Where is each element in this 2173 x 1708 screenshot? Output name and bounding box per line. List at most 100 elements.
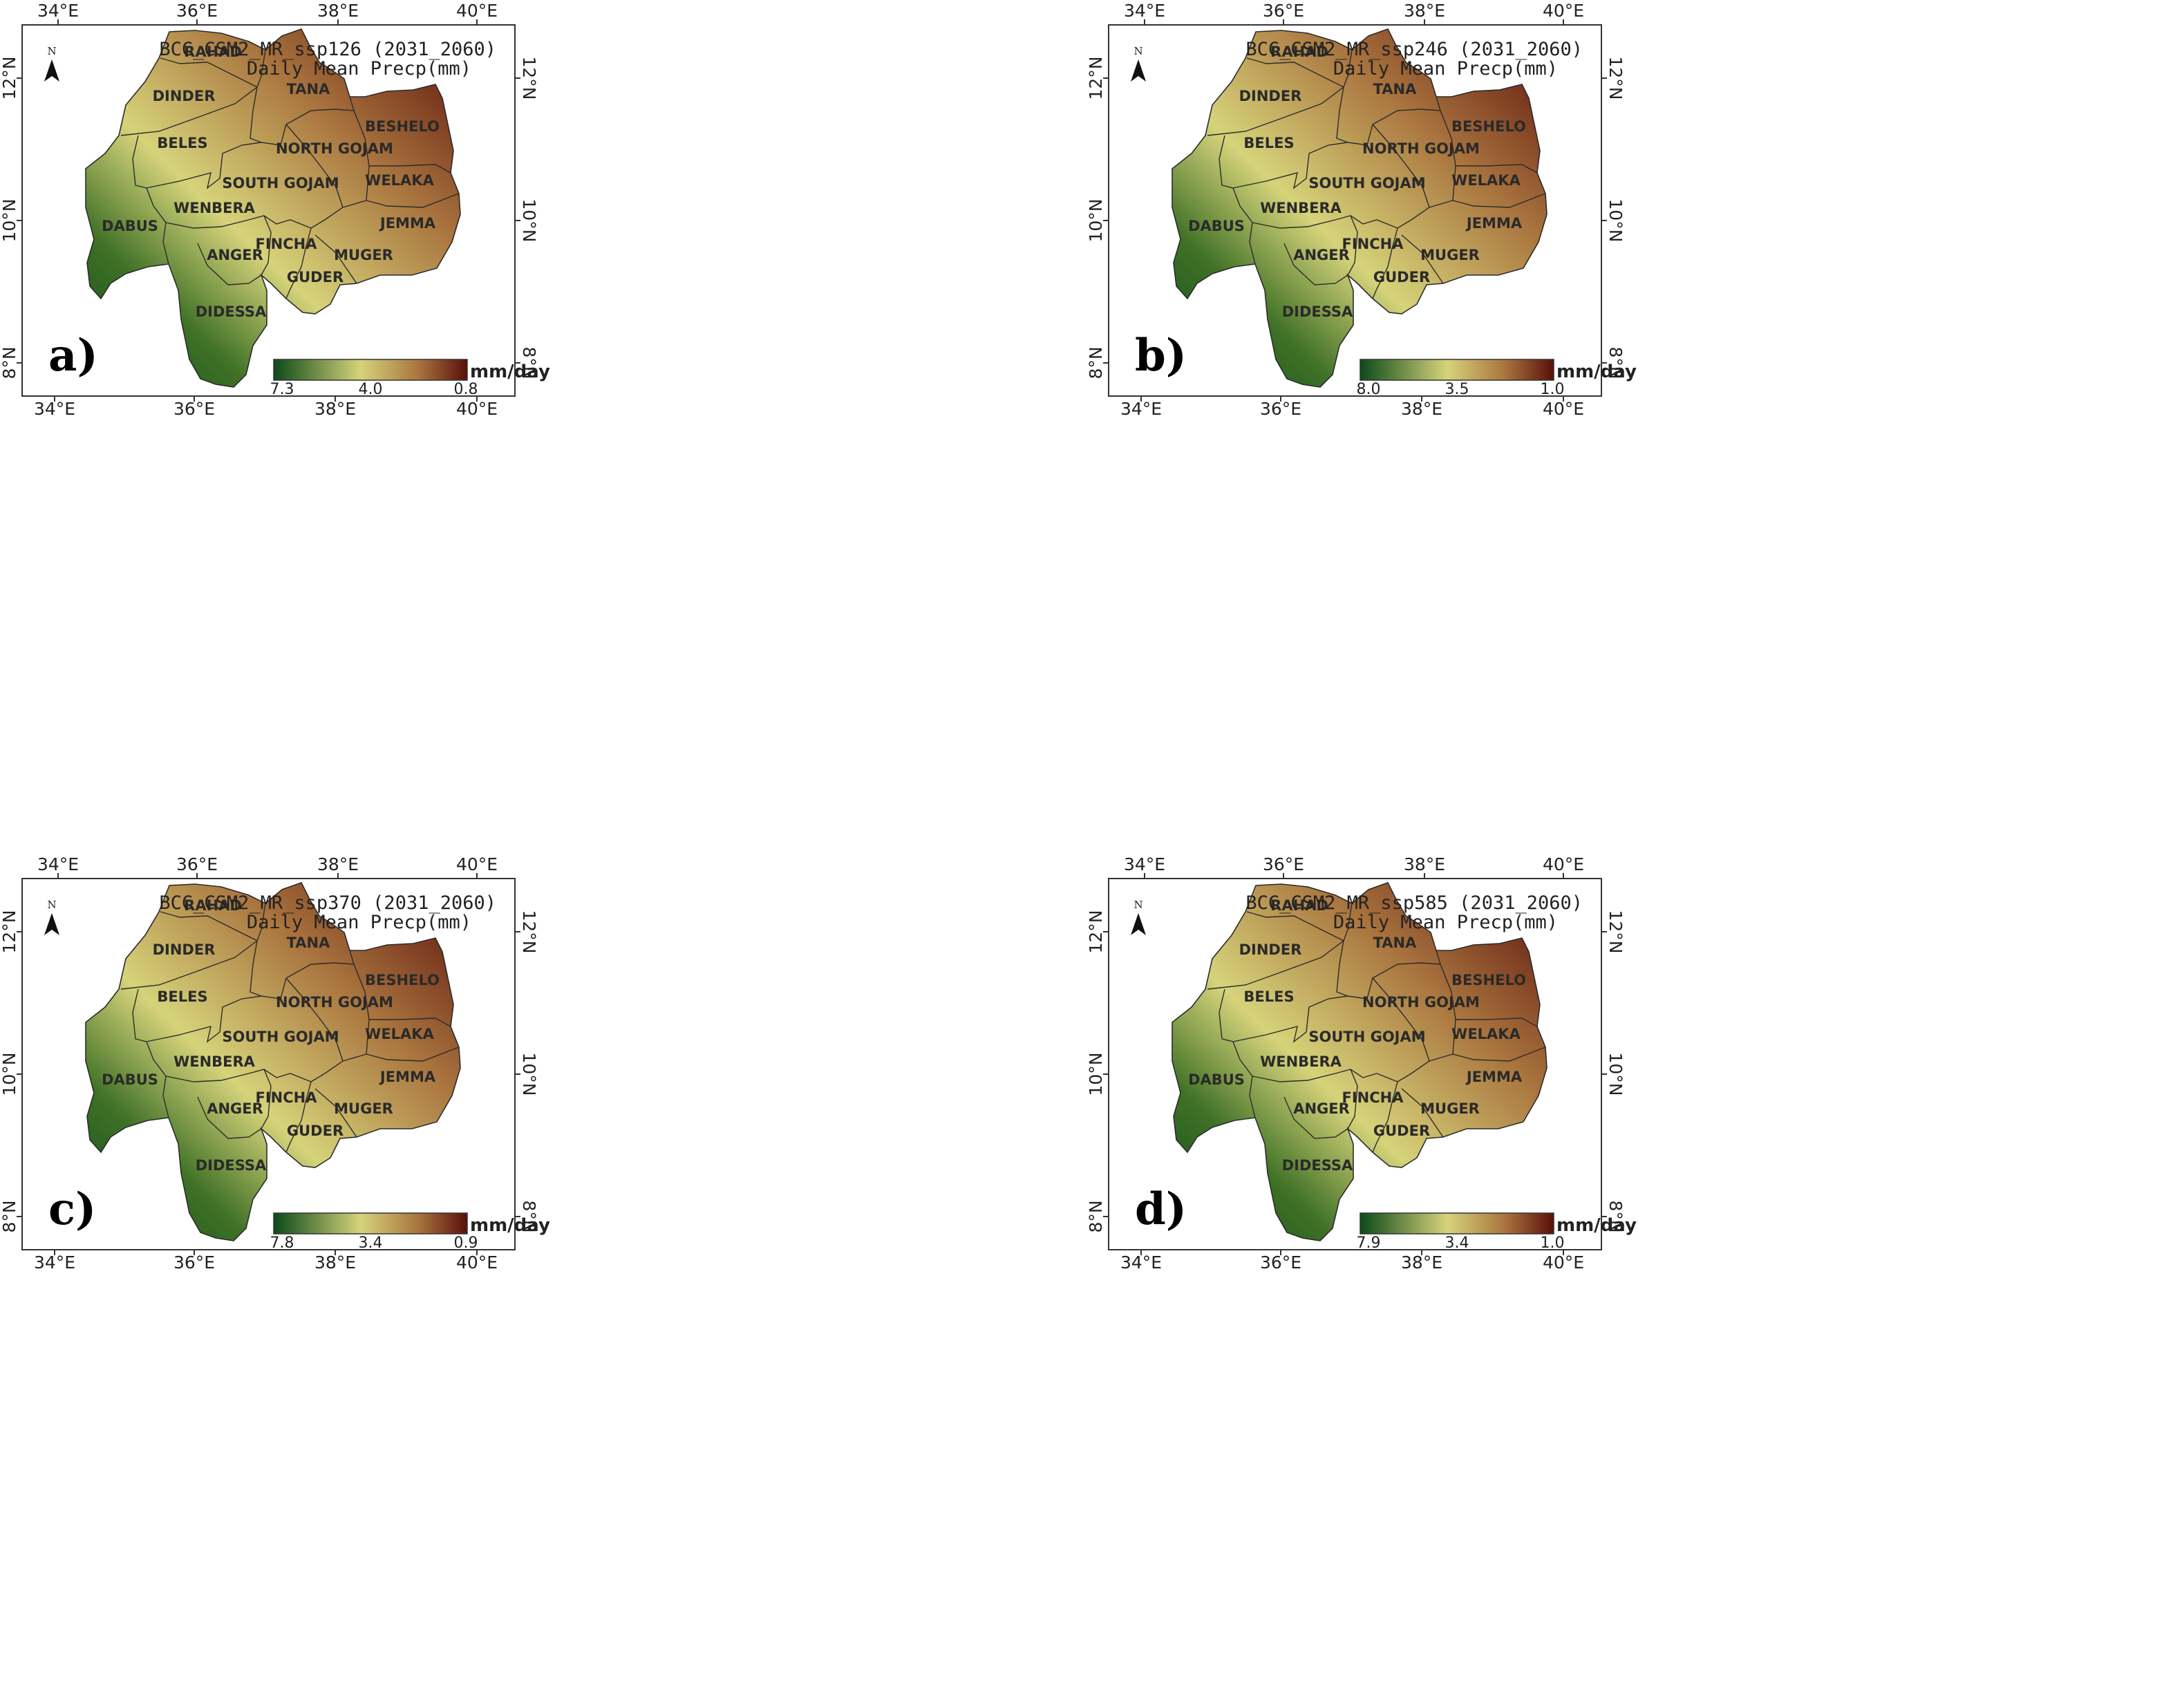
map-title: BCC_CSM2_MR_ssp246 (2031_2060) [1245, 39, 1583, 60]
color-legend: mm/day 7.9 3.4 1.0 [1357, 1212, 1637, 1252]
basin-label: BELES [1243, 988, 1294, 1005]
basin-label: BELES [157, 135, 207, 151]
basin-label: FINCHA [256, 236, 318, 252]
lon-tick-label: 36°E [1260, 1252, 1301, 1273]
basin-label: DINDER [1239, 88, 1302, 104]
lat-tick-label: 8°N [1606, 1200, 1626, 1232]
basin-label: ANGER [207, 247, 263, 263]
basin-label: JEMMA [379, 215, 436, 232]
lon-tick-label: 40°E [456, 854, 498, 874]
lon-tick-label: 36°E [1263, 1, 1304, 21]
map-frame [21, 878, 516, 1250]
lon-tick-label: 36°E [173, 1252, 215, 1273]
lon-tick-label: 38°E [1401, 399, 1442, 419]
lon-labels-bottom: 34°E 36°E 38°E 40°E [1120, 399, 1584, 419]
basin-label: DABUS [1188, 218, 1245, 234]
basin-map [1172, 28, 1548, 388]
lon-tick-label: 36°E [1260, 399, 1301, 419]
basin-label: DABUS [1188, 1071, 1245, 1088]
basin-label: BESHELO [365, 972, 440, 988]
lon-tick-label: 34°E [34, 1252, 75, 1273]
basin-labels: RAHAD DINDER TANA BESHELO BELES NORTH GO… [102, 44, 440, 320]
lat-tick-label: 8°N [1086, 346, 1106, 379]
lat-labels-right: 12°N 10°N 8°N [1606, 56, 1626, 379]
map-panel-a: 34°E 36°E 38°E 40°E 34°E 36°E 38°E 40°E … [0, 0, 1086, 854]
map-title: BCC_CSM2_MR_ssp585 (2031_2060) [1245, 892, 1583, 914]
legend-unit: mm/day [1556, 362, 1637, 382]
basin-label: BESHELO [1451, 118, 1526, 135]
north-arrow-icon: N [44, 45, 59, 82]
lat-tick-label: 12°N [1086, 56, 1106, 100]
basin-label: RAHAD [184, 44, 242, 60]
basin-map [1172, 882, 1548, 1241]
lon-tick-label: 34°E [1120, 1252, 1162, 1273]
basin-label: RAHAD [184, 897, 242, 914]
legend-value-max: 8.0 [1357, 381, 1381, 398]
lat-tick-label: 12°N [1606, 910, 1626, 953]
map-title: BCC_CSM2_MR_ssp370 (2031_2060) [159, 892, 496, 914]
lon-tick-label: 38°E [317, 1, 359, 21]
basin-label: TANA [287, 81, 331, 97]
lon-tick-label: 38°E [1404, 854, 1445, 874]
map-panel-c: 34°E 36°E 38°E 40°E 34°E 36°E 38°E 40°E … [0, 854, 1086, 1707]
map-panel-d: 34°E 36°E 38°E 40°E 34°E 36°E 38°E 40°E … [1086, 854, 2173, 1707]
lat-tick-label: 10°N [519, 198, 539, 242]
tick-marks [1103, 873, 1607, 1255]
lon-tick-label: 40°E [456, 1252, 498, 1273]
map-subtitle: Daily Mean Precp(mm) [247, 58, 471, 79]
basin-label: TANA [287, 935, 331, 951]
basin-label: SOUTH GOJAM [222, 1029, 339, 1045]
basin-label: WELAKA [365, 172, 434, 189]
legend-unit: mm/day [470, 362, 550, 382]
basin-label: WENBERA [1260, 1053, 1342, 1070]
basin-label: RAHAD [1270, 44, 1328, 60]
legend-value-max: 7.9 [1357, 1235, 1381, 1252]
lon-labels-top: 34°E 36°E 38°E 40°E [1124, 854, 1584, 874]
basin-label: RAHAD [1270, 897, 1328, 914]
lat-tick-label: 10°N [519, 1052, 539, 1096]
lon-tick-label: 40°E [1543, 1, 1584, 21]
basin-label: DIDESSA [196, 1157, 267, 1174]
lat-tick-label: 10°N [1086, 1052, 1106, 1096]
basin-label: WENBERA [173, 1053, 256, 1070]
basin-label: NORTH GOJAM [276, 140, 393, 157]
north-arrow-icon: N [1131, 45, 1146, 82]
lat-tick-label: 12°N [0, 56, 19, 100]
map-figure: 34°E 36°E 38°E 40°E 34°E 36°E 38°E 40°E … [1086, 1, 1637, 419]
map-figure: 34°E 36°E 38°E 40°E 34°E 36°E 38°E 40°E … [0, 1, 550, 419]
lat-tick-label: 12°N [1606, 56, 1626, 100]
lon-tick-label: 40°E [456, 399, 498, 419]
map-subtitle: Daily Mean Precp(mm) [1333, 58, 1558, 79]
legend-value-mid: 3.4 [1445, 1235, 1469, 1252]
lon-tick-label: 38°E [1401, 1252, 1442, 1273]
lat-tick-label: 8°N [1086, 1200, 1106, 1232]
lat-tick-label: 12°N [519, 910, 539, 953]
svg-text:N: N [1133, 45, 1142, 57]
lon-tick-label: 40°E [456, 1, 498, 21]
legend-value-min: 0.9 [454, 1235, 478, 1252]
legend-value-min: 0.8 [454, 381, 478, 398]
basin-label: WELAKA [1451, 1026, 1521, 1042]
lat-tick-label: 8°N [0, 1200, 19, 1232]
map-panel-b: 34°E 36°E 38°E 40°E 34°E 36°E 38°E 40°E … [1086, 0, 2173, 854]
lat-tick-label: 12°N [0, 910, 19, 953]
basin-boundaries [120, 49, 460, 299]
basin-boundaries [1207, 49, 1546, 299]
basin-label: GUDER [1373, 1123, 1430, 1139]
lon-tick-label: 38°E [317, 854, 359, 874]
basin-label: BESHELO [1451, 972, 1526, 988]
lat-labels-right: 12°N 10°N 8°N [519, 56, 539, 379]
lon-tick-label: 36°E [1263, 854, 1304, 874]
lon-tick-label: 38°E [1404, 1, 1445, 21]
map-figure: 34°E 36°E 38°E 40°E 34°E 36°E 38°E 40°E … [1086, 854, 1637, 1273]
lat-tick-label: 10°N [1086, 198, 1106, 242]
lat-tick-label: 10°N [0, 198, 19, 242]
lat-labels-right: 12°N 10°N 8°N [519, 910, 539, 1232]
basin-labels: RAHAD DINDER TANA BESHELO BELES NORTH GO… [1188, 44, 1526, 320]
basin-label: BELES [157, 988, 207, 1005]
map-title: BCC_CSM2_MR_ssp126 (2031_2060) [159, 39, 496, 60]
lon-tick-label: 36°E [176, 854, 218, 874]
basin-label: WENBERA [173, 200, 256, 216]
basin-label: FINCHA [1342, 236, 1404, 252]
map-frame [21, 24, 516, 397]
